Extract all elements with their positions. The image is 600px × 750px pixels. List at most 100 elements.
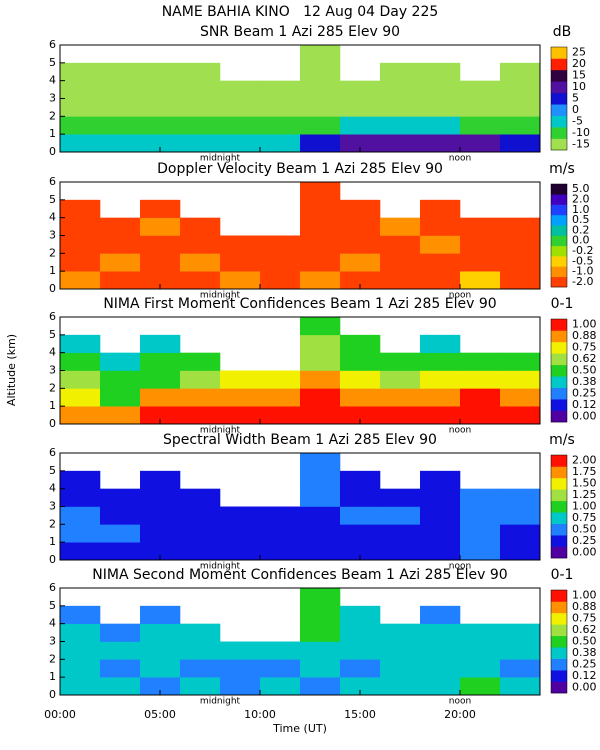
heatmap-cell xyxy=(300,199,341,218)
heatmap-cell xyxy=(420,217,461,236)
annotation: midnight xyxy=(200,697,241,707)
colorbar-segment xyxy=(551,47,567,59)
colorbar-segment xyxy=(551,81,567,94)
heatmap-cell xyxy=(420,235,461,254)
x-tick-label: 05:00 xyxy=(144,708,176,721)
colorbar-label: 1.00 xyxy=(572,318,597,331)
heatmap-cell xyxy=(500,98,541,117)
colorbar-unit: 0-1 xyxy=(551,567,574,583)
annotation: midnight xyxy=(200,426,241,436)
heatmap-cell xyxy=(300,542,341,561)
y-tick-label: 5 xyxy=(49,193,56,206)
heatmap-cell xyxy=(60,659,101,678)
heatmap-cell xyxy=(380,116,421,135)
heatmap-cell xyxy=(220,134,261,153)
heatmap-cell xyxy=(100,134,141,153)
heatmap-cell xyxy=(340,352,381,371)
heatmap-cell xyxy=(420,134,461,153)
heatmap-cell xyxy=(140,542,181,561)
heatmap-cell xyxy=(380,134,421,153)
heatmap-cell xyxy=(100,388,141,407)
x-tick-label: 20:00 xyxy=(444,708,476,721)
heatmap-cell xyxy=(60,641,101,660)
colorbar-segment xyxy=(551,225,567,236)
heatmap-cell xyxy=(60,334,101,353)
colorbar-label: -1.0 xyxy=(572,265,593,278)
heatmap-cell xyxy=(180,217,221,236)
heatmap-cell xyxy=(180,524,221,543)
heatmap-cell xyxy=(180,488,221,507)
heatmap-cell xyxy=(140,659,181,678)
heatmap-cell xyxy=(380,62,421,81)
heatmap-cell xyxy=(140,199,181,218)
x-tick-label: 00:00 xyxy=(44,708,76,721)
heatmap-cell xyxy=(460,488,501,507)
y-tick-label: 5 xyxy=(49,599,56,612)
heatmap-cell xyxy=(420,80,461,99)
heatmap-cell xyxy=(340,659,381,678)
colorbar-segment xyxy=(551,376,567,388)
heatmap-cell xyxy=(460,253,501,272)
y-tick-label: 3 xyxy=(49,364,56,377)
heatmap-cell xyxy=(140,334,181,353)
heatmap-cell xyxy=(460,506,501,525)
heatmap-cell xyxy=(340,253,381,272)
colorbar-segment xyxy=(551,115,567,128)
heatmap-cell xyxy=(260,506,301,525)
colorbar-segment xyxy=(551,266,567,277)
heatmap-cell xyxy=(380,659,421,678)
heatmap-cell xyxy=(100,623,141,642)
heatmap-cell xyxy=(500,406,541,425)
heatmap-cell xyxy=(60,506,101,525)
heatmap-cell xyxy=(420,677,461,696)
heatmap-cell xyxy=(60,235,101,254)
annotation: noon xyxy=(449,426,471,436)
heatmap-cell xyxy=(340,605,381,624)
y-tick-label: 3 xyxy=(49,500,56,513)
heatmap-cell xyxy=(300,134,341,153)
heatmap-cell xyxy=(100,352,141,371)
heatmap-cell xyxy=(380,506,421,525)
y-tick-label: 1 xyxy=(49,399,56,412)
heatmap-cell xyxy=(340,524,381,543)
y-tick-label: 1 xyxy=(49,670,56,683)
heatmap-cell xyxy=(60,253,101,272)
heatmap-cell xyxy=(100,542,141,561)
heatmap-cell xyxy=(340,370,381,389)
colorbar-segment xyxy=(551,256,567,267)
colorbar-segment xyxy=(551,92,567,105)
heatmap-cell xyxy=(340,235,381,254)
colorbar-label: 1.25 xyxy=(572,488,597,501)
heatmap-cell xyxy=(340,406,381,425)
heatmap-cell xyxy=(420,334,461,353)
colorbar-label: 0.88 xyxy=(572,329,597,342)
heatmap-cell xyxy=(420,488,461,507)
heatmap-cell xyxy=(140,470,181,489)
heatmap-cell xyxy=(380,253,421,272)
y-tick-label: 6 xyxy=(49,38,56,51)
colorbar-segment xyxy=(551,194,567,205)
colorbar-label: -5 xyxy=(572,114,583,127)
heatmap-cell xyxy=(500,488,541,507)
heatmap-cell xyxy=(420,199,461,218)
heatmap-cell xyxy=(340,506,381,525)
panel-title: Spectral Width Beam 1 Azi 285 Elev 90 xyxy=(163,432,437,448)
colorbar-segment xyxy=(551,523,567,536)
heatmap-cell xyxy=(420,406,461,425)
colorbar-label: 1.00 xyxy=(572,589,597,602)
heatmap-cell xyxy=(300,524,341,543)
colorbar-label: 0.75 xyxy=(572,612,597,625)
annotation: noon xyxy=(449,562,471,572)
heatmap-cell xyxy=(180,506,221,525)
heatmap-cell xyxy=(60,388,101,407)
heatmap-cell xyxy=(100,488,141,507)
colorbar-unit: m/s xyxy=(549,432,575,448)
heatmap-cell xyxy=(460,623,501,642)
heatmap-cell xyxy=(60,352,101,371)
heatmap-cell xyxy=(420,62,461,81)
heatmap-cell xyxy=(380,406,421,425)
heatmap-cell xyxy=(340,116,381,135)
heatmap-cell xyxy=(300,588,341,607)
colorbar-label: 0.2 xyxy=(572,223,590,236)
colorbar-label: 0.50 xyxy=(572,364,597,377)
